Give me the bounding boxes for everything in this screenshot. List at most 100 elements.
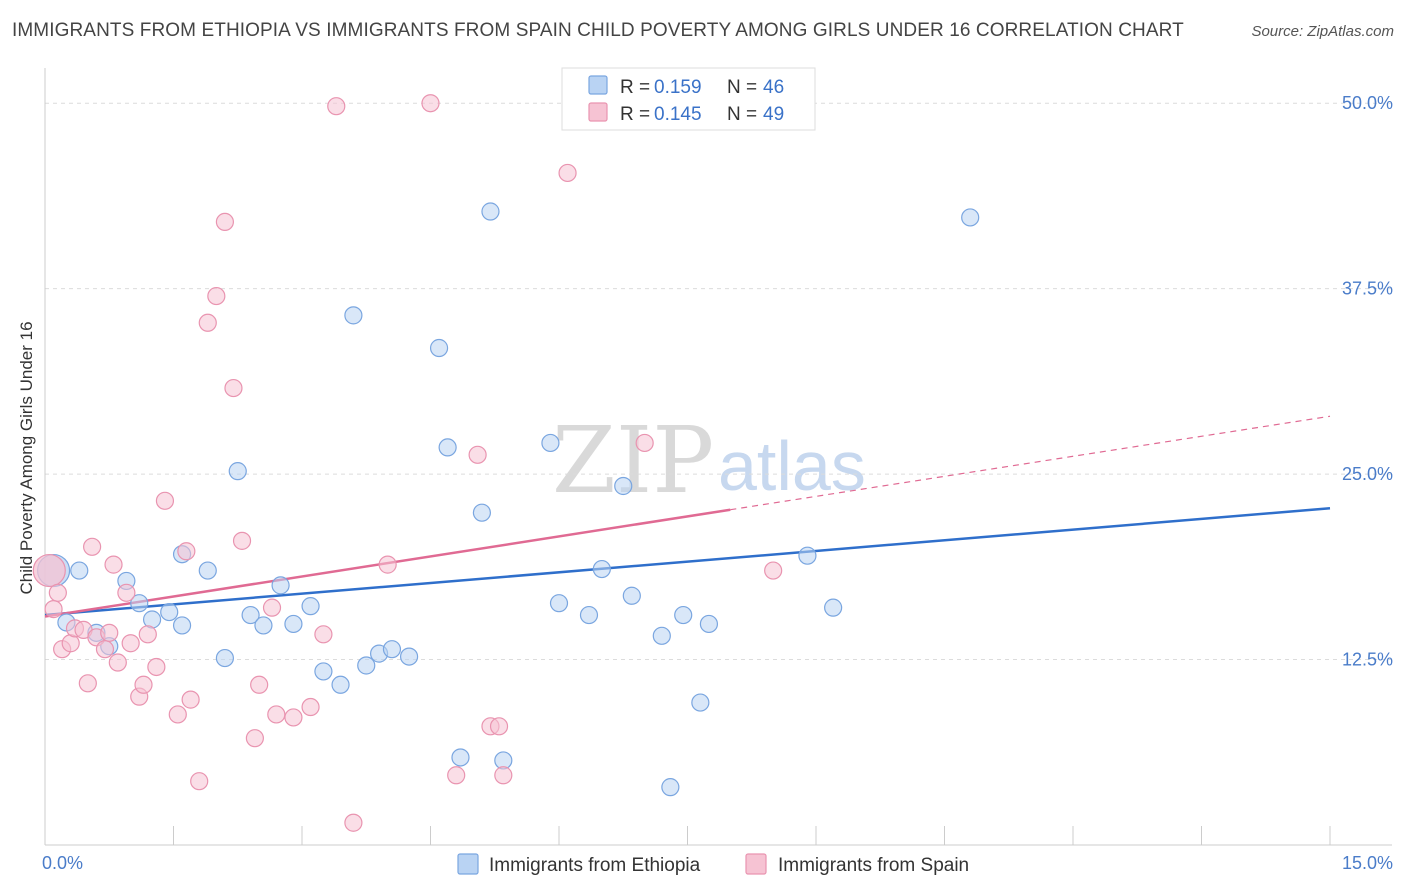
point-ethiopia-25	[399, 647, 419, 666]
legend-n-label-ethiopia: N =	[727, 77, 757, 98]
point-spain-12	[104, 555, 123, 574]
legend-r-value-ethiopia: 0.159	[654, 77, 702, 98]
point-ethiopia-45	[961, 208, 980, 227]
point-ethiopia-40	[674, 605, 693, 625]
x-tick-label-0: 0.0%	[42, 853, 83, 873]
point-spain-2	[48, 583, 67, 602]
point-spain-18	[138, 625, 157, 644]
point-ethiopia-16	[271, 576, 290, 595]
point-spain-25	[198, 313, 217, 332]
bottom-legend-swatch-ethiopia	[457, 853, 479, 875]
data-points	[32, 94, 980, 832]
point-spain-34	[284, 708, 303, 727]
y-tick-label-2: 37.5%	[1342, 279, 1393, 299]
point-ethiopia-15	[254, 616, 273, 635]
trendline-ethiopia	[44, 506, 1331, 617]
watermark: ZIP atlas	[552, 407, 866, 514]
point-ethiopia-38	[652, 626, 671, 645]
legend-top: R = 0.159 N = 46 R = 0.145 N = 49	[561, 67, 816, 131]
y-tick-label-3: 50.0%	[1342, 93, 1393, 113]
axes	[44, 68, 1392, 846]
point-ethiopia-32	[541, 433, 560, 453]
point-spain-27	[215, 212, 234, 232]
point-spain-33	[267, 705, 286, 724]
legend-n-value-ethiopia: 46	[763, 77, 784, 98]
point-spain-23	[181, 690, 200, 709]
watermark-zip: ZIP	[552, 407, 714, 514]
bottom-legend-swatch-spain	[745, 853, 767, 875]
point-ethiopia-8	[160, 602, 179, 622]
point-ethiopia-22	[357, 656, 376, 675]
point-spain-39	[378, 555, 397, 574]
point-spain-40	[421, 94, 440, 113]
point-spain-1	[44, 600, 63, 619]
point-spain-17	[134, 675, 153, 694]
point-ethiopia-24	[382, 640, 402, 659]
point-ethiopia-21	[344, 306, 363, 325]
point-ethiopia-18	[301, 597, 320, 616]
point-spain-22	[177, 542, 196, 561]
point-spain-19	[147, 657, 166, 677]
point-ethiopia-37	[622, 586, 641, 605]
point-spain-20	[155, 491, 175, 510]
point-ethiopia-29	[472, 503, 491, 522]
point-ethiopia-39	[661, 778, 680, 797]
point-spain-24	[190, 772, 209, 791]
point-ethiopia-14	[241, 605, 260, 625]
point-spain-42	[468, 445, 487, 464]
point-spain-26	[207, 286, 226, 306]
point-ethiopia-34	[579, 605, 599, 625]
point-spain-35	[301, 697, 320, 717]
point-spain-29	[232, 531, 252, 550]
y-axis-label: Child Poverty Among Girls Under 16	[17, 321, 36, 594]
point-spain-45	[494, 766, 513, 785]
point-ethiopia-27	[438, 438, 457, 457]
point-ethiopia-9	[172, 616, 192, 635]
legend-swatch-spain	[588, 102, 608, 122]
chart-source: Source: ZipAtlas.com	[1251, 23, 1394, 40]
point-spain-28	[224, 378, 243, 398]
point-ethiopia-33	[549, 594, 569, 613]
point-spain-11	[100, 623, 119, 642]
bottom-legend-label-spain: Immigrants from Spain	[778, 855, 969, 876]
legend-r-label-spain: R =	[620, 104, 650, 125]
trendline-spain-projected	[730, 415, 1331, 511]
point-ethiopia-43	[798, 546, 817, 565]
point-ethiopia-42	[699, 614, 719, 634]
legend-bottom: Immigrants from Ethiopia Immigrants from…	[457, 853, 969, 876]
watermark-atlas: atlas	[718, 427, 866, 505]
point-ethiopia-20	[331, 675, 350, 694]
point-spain-32	[262, 598, 282, 617]
point-spain-14	[117, 583, 136, 602]
point-spain-47	[635, 433, 654, 453]
point-ethiopia-11	[198, 561, 217, 580]
point-spain-21	[168, 705, 187, 724]
point-ethiopia-35	[592, 559, 611, 579]
point-ethiopia-44	[824, 598, 843, 617]
point-ethiopia-13	[228, 462, 247, 481]
point-spain-36	[314, 625, 333, 644]
y-tick-label-1: 25.0%	[1342, 464, 1393, 484]
tick-labels: 12.5% 25.0% 37.5% 50.0% 0.0% 15.0%	[42, 93, 1393, 873]
legend-swatch-ethiopia	[588, 75, 608, 95]
legend-r-label-ethiopia: R =	[620, 77, 650, 98]
point-ethiopia-28	[451, 748, 470, 767]
bottom-legend-label-ethiopia: Immigrants from Ethiopia	[489, 855, 701, 876]
point-spain-0	[32, 553, 66, 588]
x-tick-label-1: 15.0%	[1342, 853, 1393, 873]
point-spain-15	[121, 634, 140, 653]
point-ethiopia-17	[284, 614, 303, 634]
legend-n-label-spain: N =	[727, 104, 757, 125]
legend-n-value-spain: 49	[763, 104, 784, 125]
point-spain-46	[558, 163, 577, 183]
point-spain-37	[327, 97, 346, 116]
legend-r-value-spain: 0.145	[654, 104, 702, 125]
point-ethiopia-36	[614, 476, 633, 496]
gridlines	[45, 102, 1392, 661]
point-spain-30	[245, 729, 264, 748]
point-ethiopia-6	[130, 594, 149, 613]
point-ethiopia-26	[429, 338, 449, 358]
point-spain-41	[447, 766, 466, 785]
point-ethiopia-12	[215, 648, 234, 668]
